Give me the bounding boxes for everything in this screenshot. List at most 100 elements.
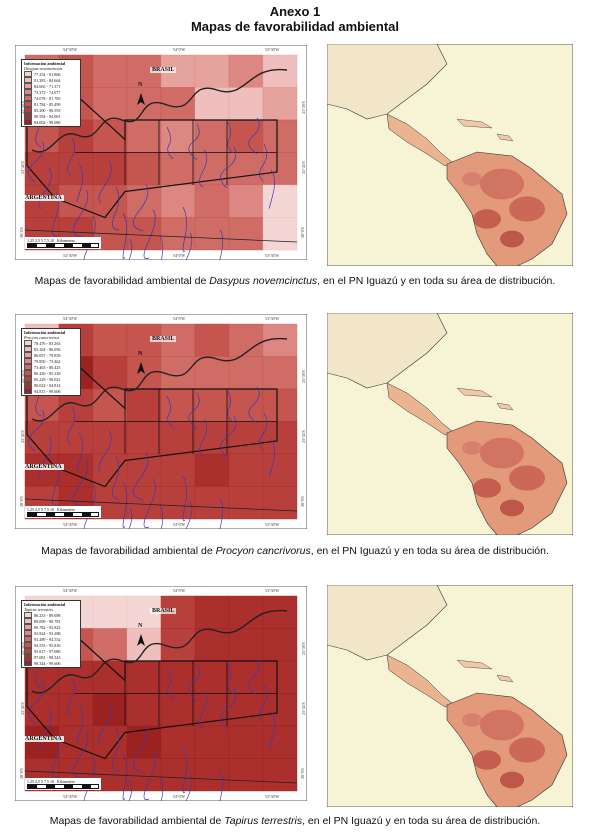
tributary-stream	[248, 117, 260, 155]
scale-values: 1,25 2,5 5 7,5 10	[27, 507, 54, 512]
favorability-cell	[160, 453, 196, 487]
legend-row: 80.426 - 85.228	[24, 370, 78, 376]
tributary-stream	[166, 667, 174, 701]
favorability-cell	[262, 693, 298, 727]
legend-swatch	[24, 113, 32, 119]
tributary-stream	[38, 435, 52, 479]
tributary-stream	[133, 183, 149, 232]
tributary-stream	[226, 120, 234, 154]
legend-swatch	[24, 364, 32, 370]
legend-swatch	[24, 101, 32, 107]
north-label: N	[138, 351, 143, 357]
favorability-cell	[160, 421, 196, 455]
favorability-cell	[126, 725, 162, 759]
legend-row: 94.553 - 95.816	[24, 642, 78, 648]
favorability-cell	[160, 184, 196, 218]
coord-lat-bot-right: 26°0'S	[299, 768, 305, 779]
favorability-cell	[262, 758, 298, 792]
coord-lat-top: 25°30'S	[19, 642, 25, 655]
favorability-cell	[228, 356, 264, 390]
caption-species: Dasypus novemcinctus	[209, 275, 318, 287]
legend-swatch	[24, 624, 32, 630]
legend-range: 74.078 - 81.783	[34, 95, 61, 101]
tributary-stream	[76, 704, 83, 744]
favorability-cell	[262, 628, 298, 662]
legend-swatch	[24, 630, 32, 636]
tributary-stream	[38, 166, 52, 210]
scale-bar-graphic	[27, 512, 99, 517]
legend-range: 85.200 - 90.593	[34, 107, 61, 113]
legend-range: 73.463 - 80.425	[34, 364, 61, 370]
caption-species: Procyon cancrivorus	[215, 545, 311, 557]
legend-row: 78.476 - 83.263	[24, 340, 78, 346]
favorability-cell	[194, 660, 230, 694]
legend-swatch	[24, 636, 32, 642]
favorability-cell	[228, 595, 264, 629]
continental-distribution-map	[326, 312, 574, 536]
figure-caption: Mapas de favorabilidad ambiental de Tapi…	[0, 815, 590, 827]
legend-row: 93.289 - 94.552	[24, 636, 78, 642]
tributary-stream	[268, 169, 275, 209]
favorability-cell	[228, 87, 264, 121]
legend-row: 86.057 - 79.839	[24, 352, 78, 358]
coord-lat-bot: 26°0'S	[18, 768, 24, 779]
favorability-cell	[92, 87, 128, 121]
tributary-stream	[38, 707, 52, 751]
tributary-stream	[98, 701, 112, 745]
favorability-cell	[24, 421, 60, 455]
legend-row: 81.784 - 85.499	[24, 101, 78, 107]
scale-bar: 1,25 2,5 5 7,5 10 Kilometers	[25, 778, 101, 790]
figure-caption: Mapas de favorabilidad ambiental de Dasy…	[0, 275, 590, 287]
legend-range: 92.824 - 93.288	[34, 630, 61, 636]
coord-lat-top-right: 25°30'S	[300, 642, 306, 655]
map-legend: Información ambiental Tapirus terrestris 8…	[21, 600, 81, 668]
tributary-stream	[226, 661, 234, 695]
favorability-cell	[126, 388, 162, 422]
coord-lat-top-right: 25°30'S	[300, 370, 306, 383]
tributary-stream	[248, 658, 260, 696]
favorability-cell	[194, 453, 230, 487]
legend-swatch	[24, 660, 32, 666]
legend-row: 74.078 - 81.783	[24, 95, 78, 101]
favorability-cell	[262, 356, 298, 390]
tributary-stream	[73, 189, 89, 238]
legend-row: 84.665 - 71.371	[24, 83, 78, 89]
legend-species: Tapirus terrestris	[24, 607, 53, 612]
coord-lon-right: 53°30'W	[265, 588, 280, 593]
favorability-cell	[92, 421, 128, 455]
favorability-cell	[126, 660, 162, 694]
legend-range: 97.081 - 98.343	[34, 654, 61, 660]
favorability-cell	[228, 152, 264, 186]
legend-range: 94.002 - 99.080	[34, 119, 61, 125]
coord-lat-mid-right: 25°45'S	[300, 702, 306, 715]
coord-lat-top: 25°30'S	[19, 101, 25, 114]
legend-row: 89.699 - 90.781	[24, 618, 78, 624]
legend-species: Procyon cancrivorus	[24, 335, 60, 340]
favorability-cell	[92, 54, 128, 88]
favorability-cell	[194, 184, 230, 218]
legend-range: 77.254 - 81.866	[34, 71, 61, 77]
coord-lat-mid-right: 25°45'S	[300, 161, 306, 174]
favorability-cell	[160, 388, 196, 422]
tributary-stream	[67, 137, 76, 176]
legend-swatch	[24, 107, 32, 113]
scale-values: 1,25 2,5 5 7,5 10	[27, 779, 54, 784]
favorability-cell	[24, 453, 60, 487]
coord-lat-bot-right: 26°0'S	[299, 227, 305, 238]
legend-range: 86.233 - 89.698	[34, 612, 61, 618]
favorability-cell	[92, 725, 128, 759]
favorability-cell	[126, 693, 162, 727]
favorability-cell	[262, 388, 298, 422]
legend-row: 79.850 - 73.462	[24, 358, 78, 364]
north-label: N	[138, 623, 143, 629]
north-label: N	[138, 82, 143, 88]
favorability-cell	[160, 628, 196, 662]
favorability-cell	[58, 421, 94, 455]
coord-lon-left-bottom: 54°30'W	[63, 794, 78, 799]
favorability-cell	[92, 323, 128, 357]
favorability-cell	[228, 323, 264, 357]
continental-map-canvas	[326, 584, 574, 808]
favorability-cell	[194, 628, 230, 662]
caption-text: Mapas de favorabilidad ambiental de	[41, 545, 216, 557]
label-brasil: BRASIL	[150, 67, 177, 73]
